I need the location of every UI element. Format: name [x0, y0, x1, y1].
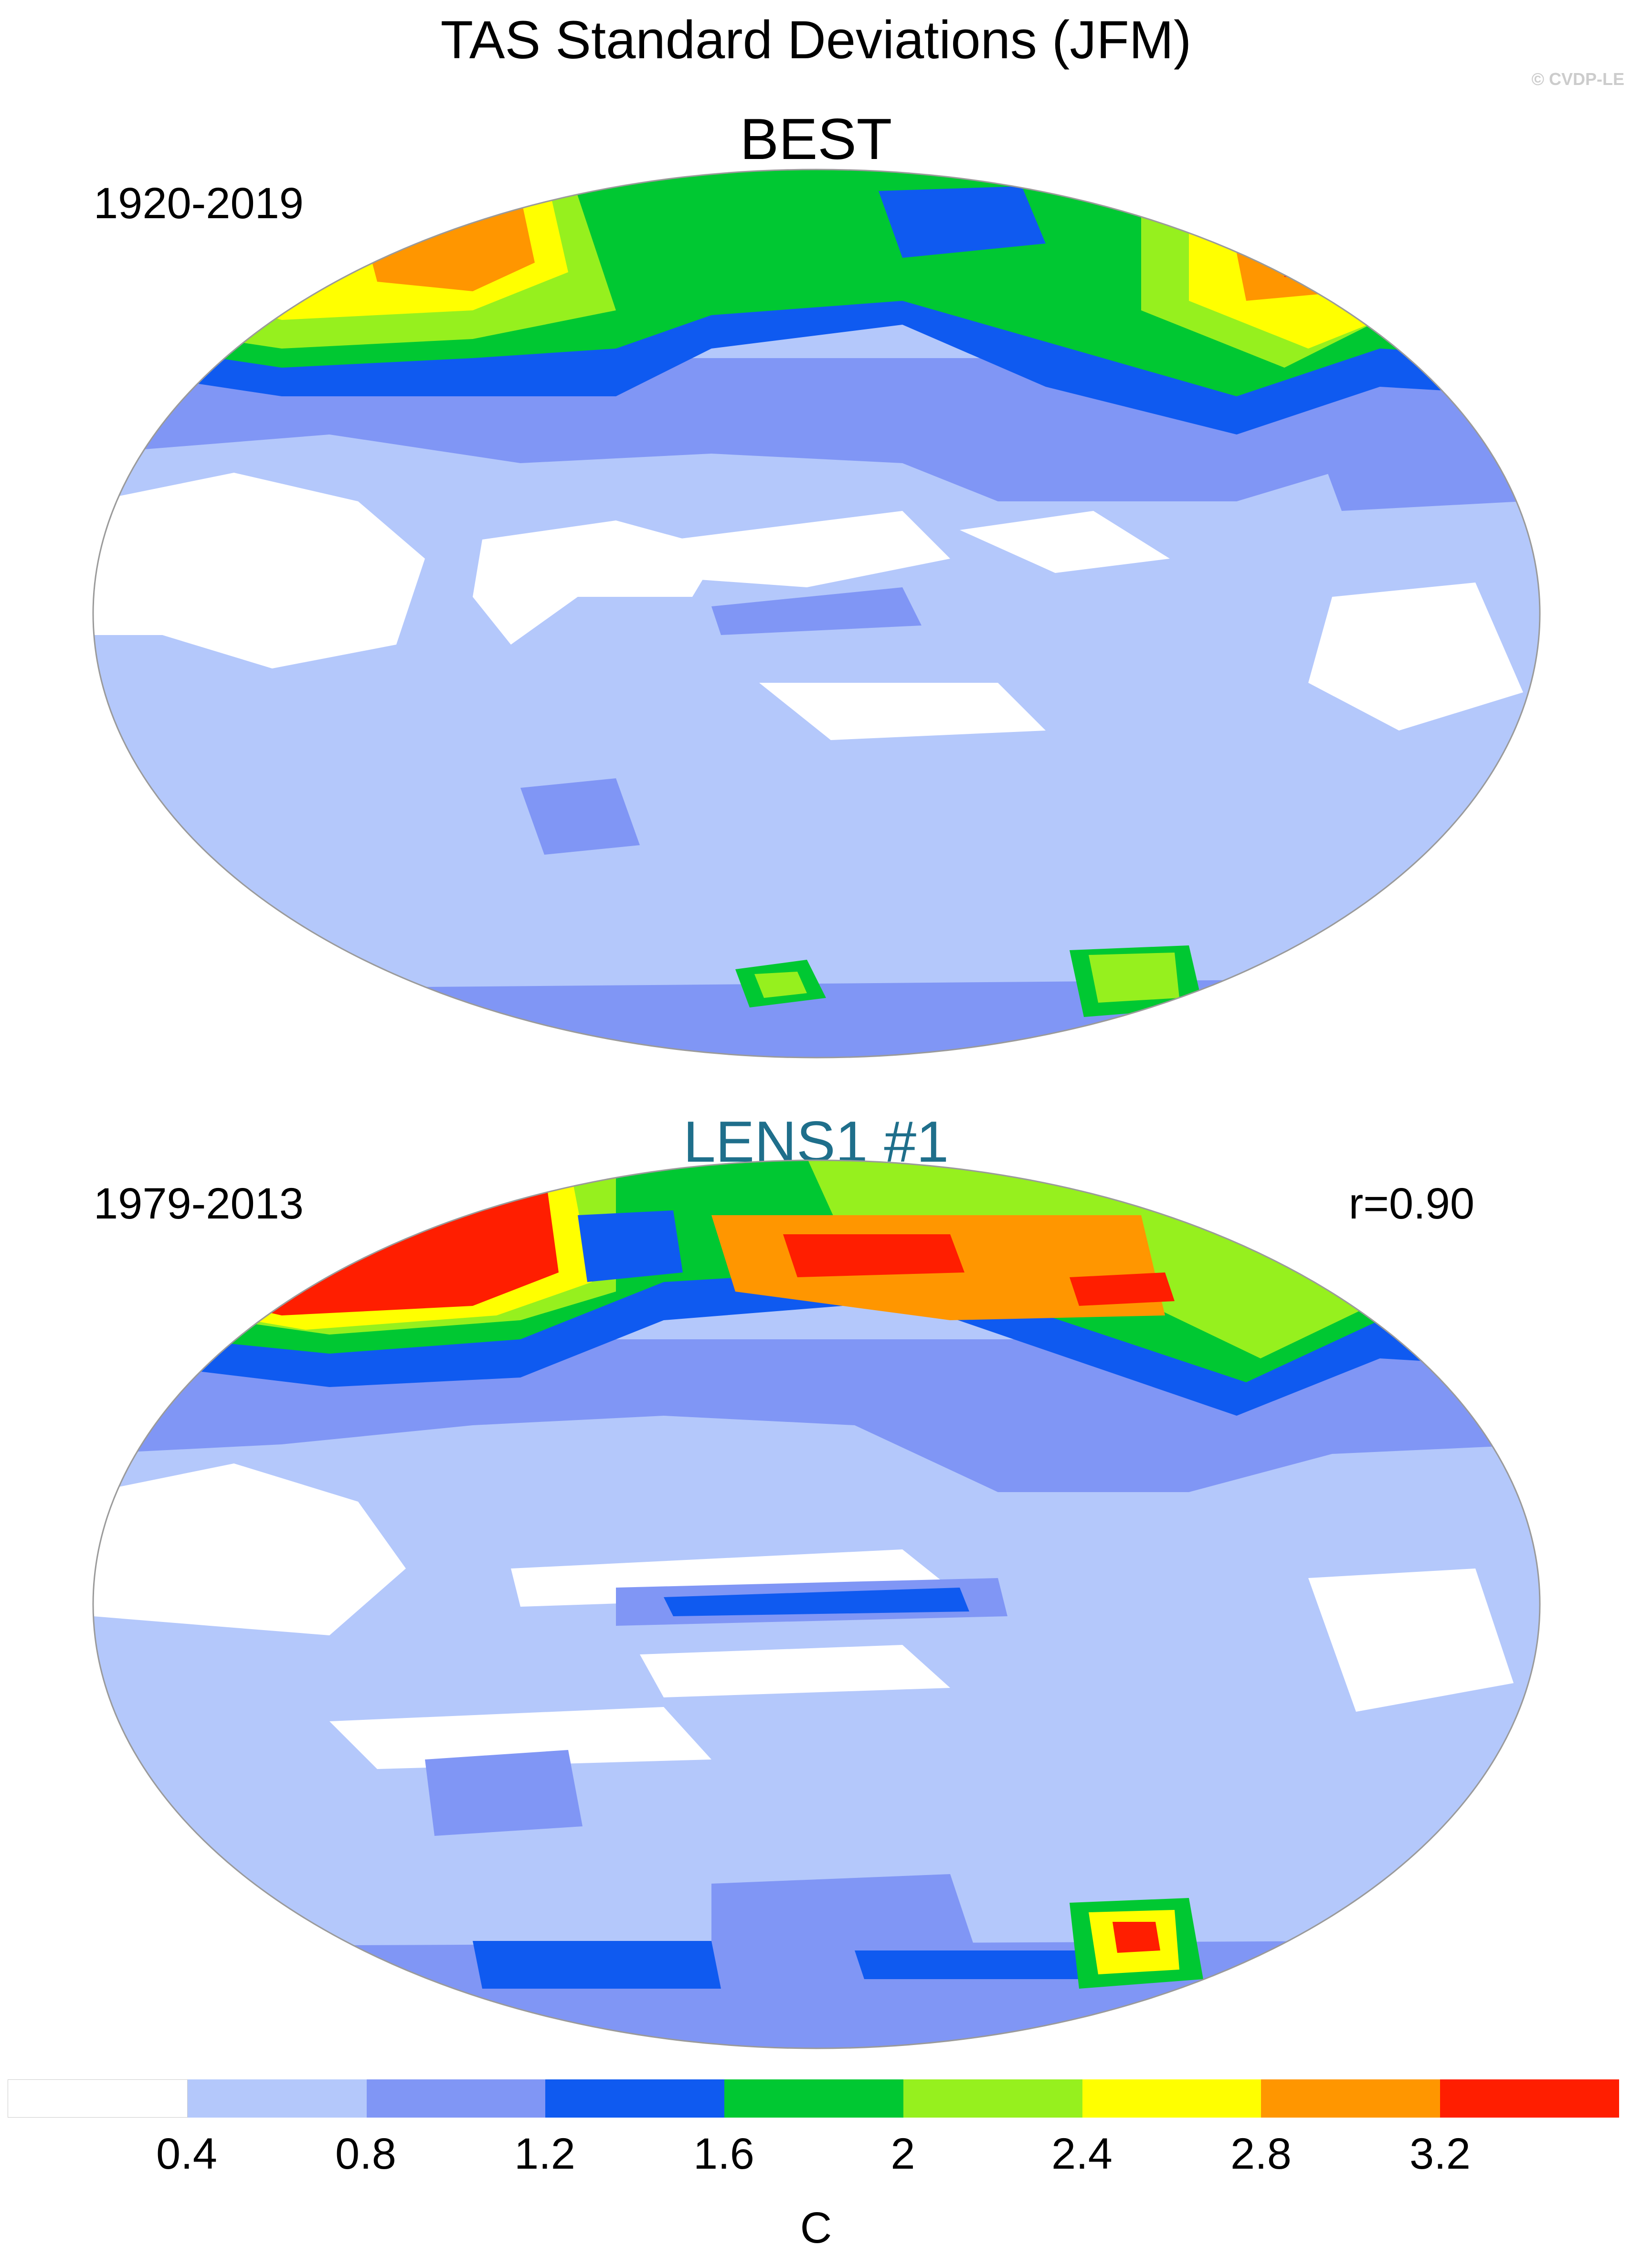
colorbar-tick-label: 0.4: [156, 2130, 217, 2178]
colorbar-tick-label: 0.8: [335, 2130, 396, 2178]
colorbar-tick-label: 2.8: [1230, 2130, 1292, 2178]
colorbar-swatch: [366, 2079, 546, 2118]
colorbar-tick-label: 1.2: [514, 2130, 575, 2178]
colorbar-tick-labels: 0.4 0.8 1.2 1.6 2 2.4 2.8 3.2: [0, 2132, 1632, 2180]
map-lens1: [92, 1159, 1541, 2049]
colorbar-swatch: [8, 2079, 188, 2118]
colorbar: [8, 2079, 1620, 2118]
pattern-correlation: r=0.90: [1348, 1179, 1474, 1228]
colorbar-tick-label: 1.6: [693, 2130, 754, 2178]
colorbar-swatch: [545, 2079, 725, 2118]
colorbar-swatch: [1440, 2079, 1620, 2118]
colorbar-swatch: [187, 2079, 367, 2118]
panel-title-best: BEST: [740, 106, 892, 171]
figure-title: TAS Standard Deviations (JFM): [440, 10, 1192, 70]
credit-watermark: © CVDP-LE: [1531, 69, 1624, 89]
colorbar-tick-label: 3.2: [1409, 2130, 1471, 2178]
map-best: [92, 169, 1541, 1059]
colorbar-tick-label: 2.4: [1051, 2130, 1113, 2178]
colorbar-swatch: [724, 2079, 903, 2118]
panel-period-best: 1920-2019: [94, 179, 304, 228]
panel-period-lens1: 1979-2013: [94, 1179, 304, 1228]
colorbar-swatch: [1082, 2079, 1261, 2118]
colorbar-swatch: [1261, 2079, 1441, 2118]
colorbar-tick-label: 2: [890, 2130, 915, 2178]
colorbar-unit: C: [800, 2204, 832, 2252]
colorbar-swatch: [903, 2079, 1082, 2118]
